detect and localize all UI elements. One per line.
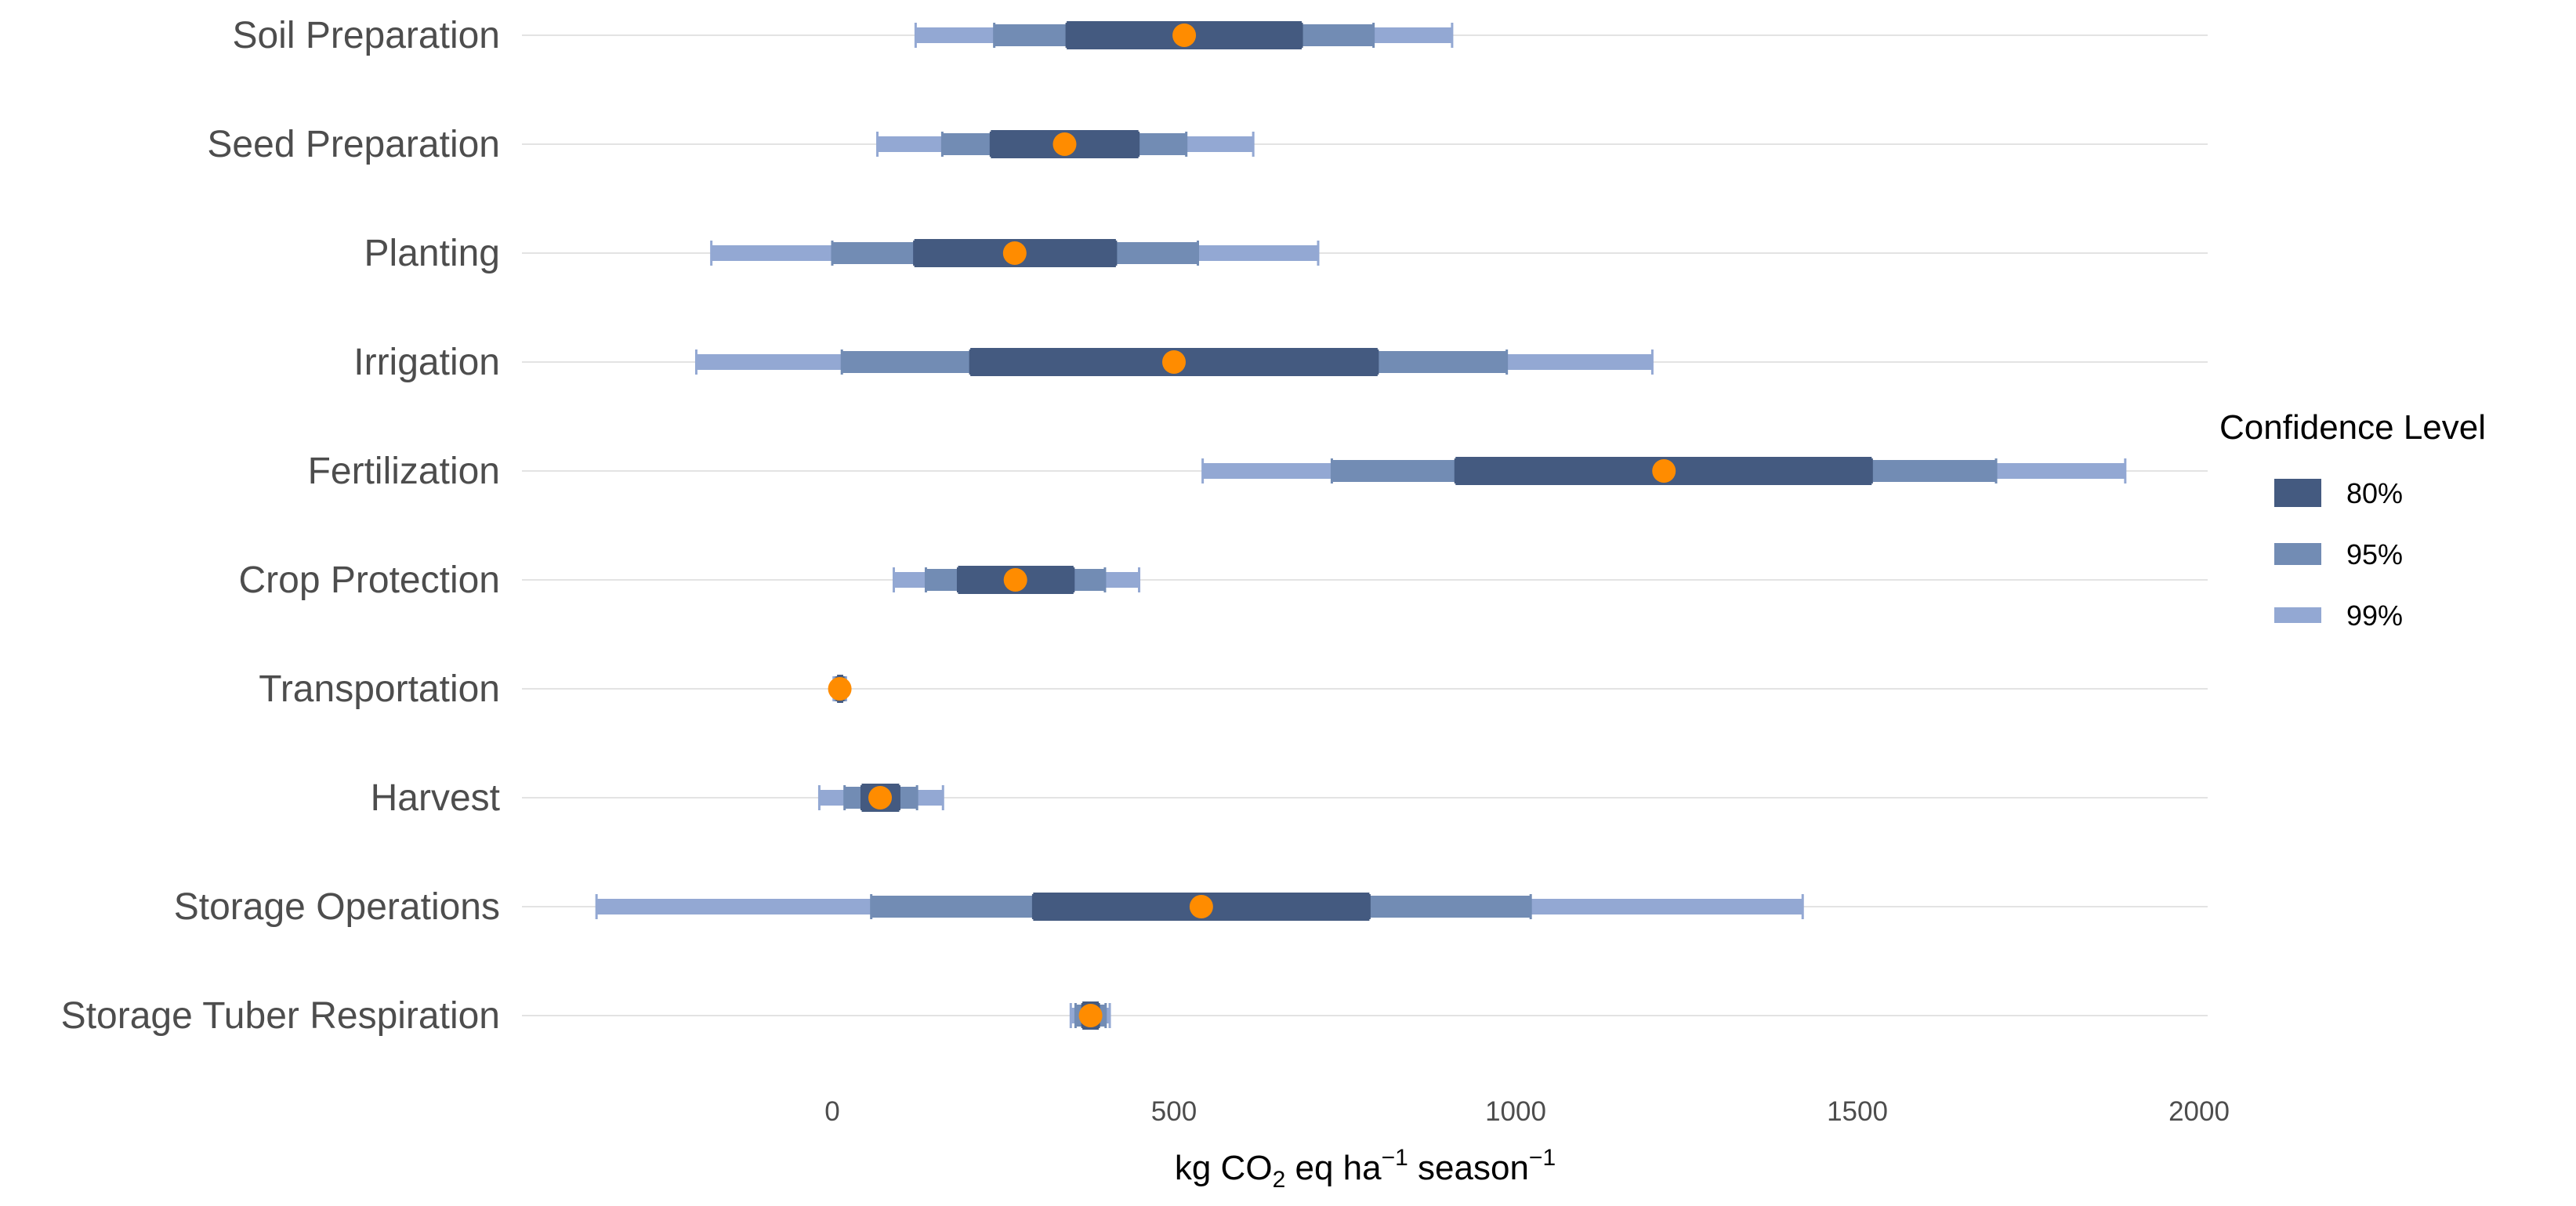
grid-lines <box>522 34 2208 1016</box>
x-tick-label: 500 <box>1151 1096 1197 1127</box>
legend-key <box>2274 479 2321 507</box>
category-labels: Soil Preparation Seed Preparation Planting… <box>61 15 500 1037</box>
mean-point <box>1078 1004 1103 1027</box>
legend-title: Confidence Level <box>2219 408 2486 447</box>
category-label: Seed Preparation <box>207 124 500 165</box>
mean-point <box>828 677 852 701</box>
interval-bars <box>595 21 2127 1030</box>
category-label: Harvest <box>371 777 500 819</box>
mean-point <box>1172 24 1197 47</box>
legend-label: 80% <box>2346 477 2403 509</box>
category-label: Irrigation <box>353 342 500 383</box>
category-label: Fertilization <box>308 451 500 492</box>
legend: Confidence Level 80% 95% 99% <box>2219 408 2486 632</box>
category-label: Planting <box>364 233 500 274</box>
mean-point <box>868 786 893 809</box>
legend-label: 95% <box>2346 538 2403 570</box>
mean-point <box>1652 459 1676 483</box>
x-axis-ticks: 0 500 1000 1500 2000 <box>824 1096 2230 1127</box>
mean-point <box>1189 895 1213 918</box>
legend-key <box>2274 607 2321 623</box>
mean-points <box>828 24 1676 1027</box>
x-tick-label: 2000 <box>2168 1096 2230 1127</box>
category-label: Soil Preparation <box>232 15 500 56</box>
category-label: Storage Tuber Respiration <box>61 995 500 1037</box>
mean-point <box>1002 241 1027 265</box>
mean-point <box>1162 350 1186 374</box>
category-label: Storage Operations <box>174 886 500 928</box>
mean-point <box>1053 132 1077 156</box>
x-axis-label: kg CO2 eq ha−1 season−1 <box>1175 1145 1556 1193</box>
mean-point <box>1003 568 1027 592</box>
category-label: Transportation <box>259 668 500 710</box>
x-tick-label: 1500 <box>1827 1096 1888 1127</box>
x-tick-label: 1000 <box>1485 1096 1546 1127</box>
category-label: Crop Protection <box>239 560 501 601</box>
legend-label: 99% <box>2346 599 2403 632</box>
legend-key <box>2274 543 2321 565</box>
x-tick-label: 0 <box>824 1096 839 1127</box>
